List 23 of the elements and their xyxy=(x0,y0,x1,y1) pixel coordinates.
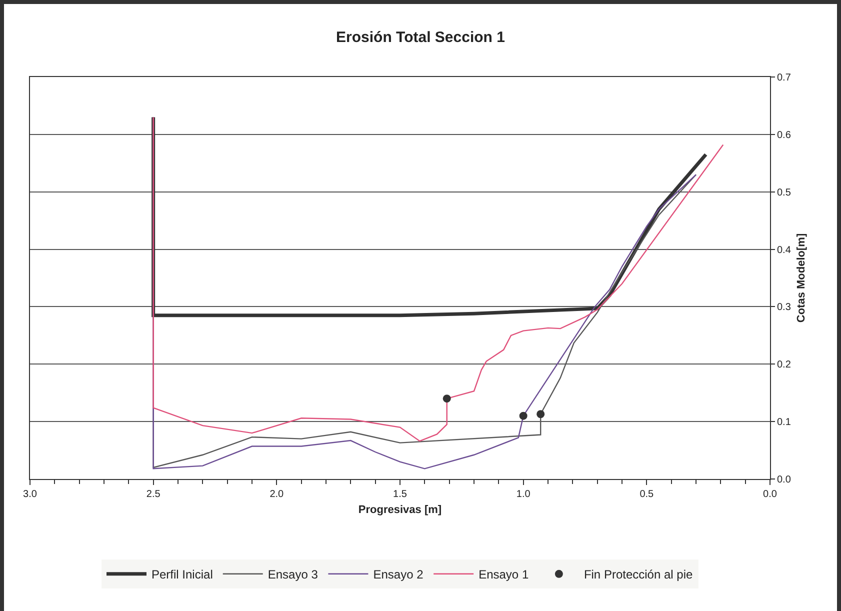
legend-label: Perfil Inicial xyxy=(152,568,213,582)
legend-label: Ensayo 2 xyxy=(373,568,424,582)
y-tick-label: 0.0 xyxy=(777,474,792,486)
y-tick-label: 0.7 xyxy=(777,72,792,84)
chart-title: Erosión Total Seccion 1 xyxy=(336,28,505,46)
y-tick-label: 0.2 xyxy=(777,360,792,371)
x-tick-label: 0.5 xyxy=(640,489,654,500)
x-tick-label: 3.0 xyxy=(23,489,38,500)
y-tick-label: 0.6 xyxy=(777,130,792,141)
legend-label: Fin Protección al pie xyxy=(584,568,693,582)
x-tick-label: 1.0 xyxy=(516,489,531,500)
x-tick-label: 1.5 xyxy=(393,489,408,500)
y-tick-label: 0.3 xyxy=(777,302,792,314)
x-tick-label: 0.0 xyxy=(763,489,778,500)
legend-label: Ensayo 3 xyxy=(268,568,318,582)
x-tick-label: 2.5 xyxy=(146,489,161,500)
y-axis-title: Cotas Modelo[m] xyxy=(796,233,808,323)
y-tick-label: 0.5 xyxy=(777,187,792,198)
y-tick-label: 0.1 xyxy=(777,417,792,428)
y-tick-label: 0.4 xyxy=(777,244,792,256)
x-axis-title: Progresivas [m] xyxy=(358,504,442,516)
x-tick-label: 2.0 xyxy=(270,489,284,500)
legend-label: Ensayo 1 xyxy=(478,568,529,582)
